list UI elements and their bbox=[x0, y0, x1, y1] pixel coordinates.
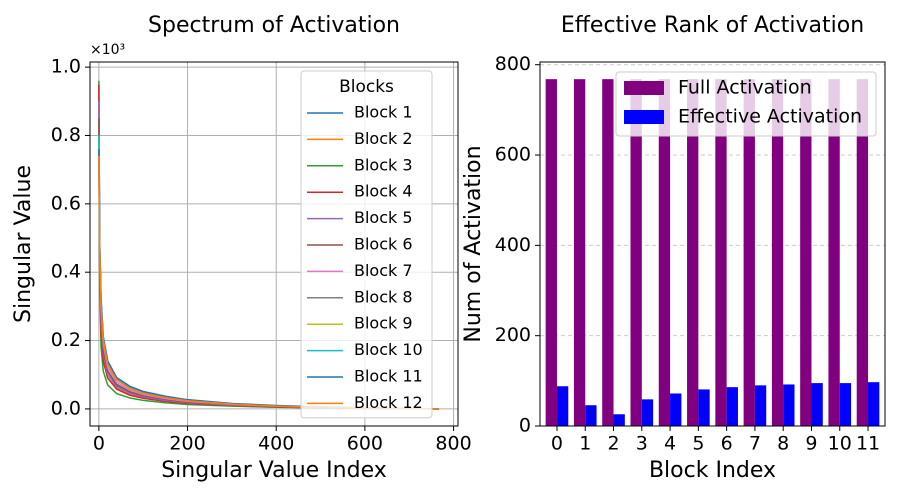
x-tick-label: 7 bbox=[749, 433, 761, 455]
bar bbox=[754, 385, 767, 426]
x-tick-label: 200 bbox=[169, 433, 205, 455]
x-tick-label: 0 bbox=[551, 433, 563, 455]
legend-box bbox=[615, 71, 877, 137]
bar bbox=[868, 382, 880, 426]
x-axis-label: Singular Value Index bbox=[161, 458, 387, 483]
x-tick-label: 0 bbox=[93, 433, 105, 455]
bar bbox=[556, 386, 569, 426]
legend-label: Block 2 bbox=[354, 129, 413, 148]
bar bbox=[811, 383, 823, 426]
bar bbox=[726, 387, 738, 426]
plot-frame bbox=[539, 61, 886, 427]
x-axis-label: Block Index bbox=[649, 458, 776, 483]
y-tick-label: 600 bbox=[495, 144, 531, 166]
bar bbox=[687, 79, 699, 427]
bar bbox=[585, 405, 597, 426]
x-tick-label: 11 bbox=[856, 433, 880, 455]
legend-label: Block 6 bbox=[354, 235, 413, 254]
legend-box bbox=[300, 70, 433, 419]
bar bbox=[630, 79, 642, 427]
x-tick-label: 4 bbox=[664, 433, 676, 455]
legend-label: Block 7 bbox=[354, 261, 413, 280]
y-tick-label: 0 bbox=[519, 415, 531, 437]
bar bbox=[658, 79, 671, 427]
legend-label: Block 9 bbox=[354, 314, 413, 333]
x-tick-label: 9 bbox=[805, 433, 817, 455]
y-tick-label: 0.0 bbox=[51, 397, 81, 419]
bar bbox=[743, 79, 755, 427]
legend-label: Block 11 bbox=[354, 367, 423, 386]
legend-title: Blocks bbox=[339, 77, 394, 97]
y-tick-label: 200 bbox=[495, 324, 531, 346]
bar bbox=[715, 79, 727, 427]
bar bbox=[800, 79, 812, 427]
chart-title: Effective Rank of Activation bbox=[561, 13, 864, 38]
legend-label: Block 5 bbox=[354, 208, 413, 227]
legend-label: Block 8 bbox=[354, 287, 413, 306]
x-tick-label: 3 bbox=[636, 433, 648, 455]
bar bbox=[698, 389, 710, 426]
x-tick-label: 8 bbox=[777, 433, 789, 455]
y-tick-label: 0.8 bbox=[51, 124, 81, 146]
y-tick-label: 0.6 bbox=[51, 192, 81, 214]
y-tick-label: 400 bbox=[495, 234, 531, 256]
bar bbox=[771, 79, 784, 427]
y-axis-label: Num of Activation bbox=[461, 145, 486, 342]
y-tick-label: 0.2 bbox=[51, 329, 81, 351]
x-tick-label: 5 bbox=[692, 433, 704, 455]
bar bbox=[670, 393, 682, 426]
bar bbox=[602, 79, 614, 427]
chart-title: Spectrum of Activation bbox=[148, 13, 400, 38]
y-tick-label: 800 bbox=[495, 53, 531, 75]
y-axis-label: Singular Value bbox=[11, 165, 36, 323]
x-tick-label: 10 bbox=[828, 433, 852, 455]
bar bbox=[856, 79, 869, 427]
y-tick-label: 1.0 bbox=[51, 56, 81, 78]
x-tick-label: 400 bbox=[258, 433, 294, 455]
bar bbox=[783, 384, 795, 426]
legend-label: Block 12 bbox=[354, 393, 423, 412]
x-tick-label: 600 bbox=[347, 433, 383, 455]
legend-label: Effective Activation bbox=[678, 106, 862, 128]
x-tick-label: 800 bbox=[435, 433, 471, 455]
legend-label: Full Activation bbox=[678, 77, 812, 99]
legend-label: Block 10 bbox=[354, 340, 423, 359]
bar bbox=[828, 79, 840, 427]
y-offset-label: ×10³ bbox=[90, 42, 125, 58]
bar bbox=[641, 399, 654, 426]
legend-swatch bbox=[624, 81, 664, 95]
bar bbox=[613, 414, 625, 426]
plot-frame bbox=[89, 61, 459, 427]
legend-label: Block 3 bbox=[354, 155, 413, 174]
legend-swatch bbox=[624, 110, 664, 124]
bar bbox=[839, 383, 852, 426]
x-tick-label: 6 bbox=[721, 433, 733, 455]
x-tick-label: 2 bbox=[607, 433, 619, 455]
bar bbox=[573, 79, 586, 427]
bar bbox=[545, 79, 557, 427]
x-tick-label: 1 bbox=[579, 433, 591, 455]
legend-label: Block 4 bbox=[354, 182, 413, 201]
legend-label: Block 1 bbox=[354, 103, 413, 122]
y-tick-label: 0.4 bbox=[51, 261, 81, 283]
